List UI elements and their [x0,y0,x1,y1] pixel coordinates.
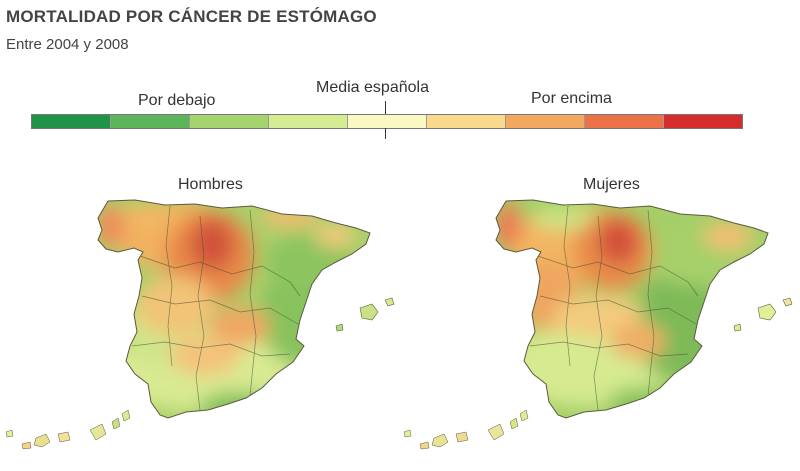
map-title-women: Mujeres [583,176,640,193]
legend-swatch-7 [506,115,585,128]
legend-label-below: Por debajo [138,92,216,109]
map-title-men: Hombres [178,176,243,193]
balearic-islands-men [335,297,395,332]
canary-islands-women [403,409,529,450]
legend-swatch-6 [427,115,506,128]
legend-label-above: Por encima [531,90,612,107]
legend-swatch-1 [32,115,111,128]
legend-swatch-3 [190,115,269,128]
canary-islands-men [5,409,131,450]
legend-swatch-8 [585,115,664,128]
chart-subtitle: Entre 2004 y 2008 [6,36,129,53]
legend-swatch-4 [269,115,348,128]
spain-peninsula-men [97,199,371,419]
map-women [403,199,793,450]
legend-swatch-5 [348,115,427,128]
color-scale [31,114,743,129]
chart-title: MORTALIDAD POR CÁNCER DE ESTÓMAGO [6,7,377,26]
legend-swatch-2 [111,115,190,128]
color-legend: Por debajo Media española Por encima [0,78,800,148]
legend-label-average: Media española [316,79,429,96]
spain-peninsula-women [495,199,769,419]
map-men [5,199,395,450]
average-marker-top [385,101,386,115]
average-marker-bottom [385,128,386,139]
legend-swatch-9 [664,115,742,128]
balearic-islands-women [733,297,793,332]
